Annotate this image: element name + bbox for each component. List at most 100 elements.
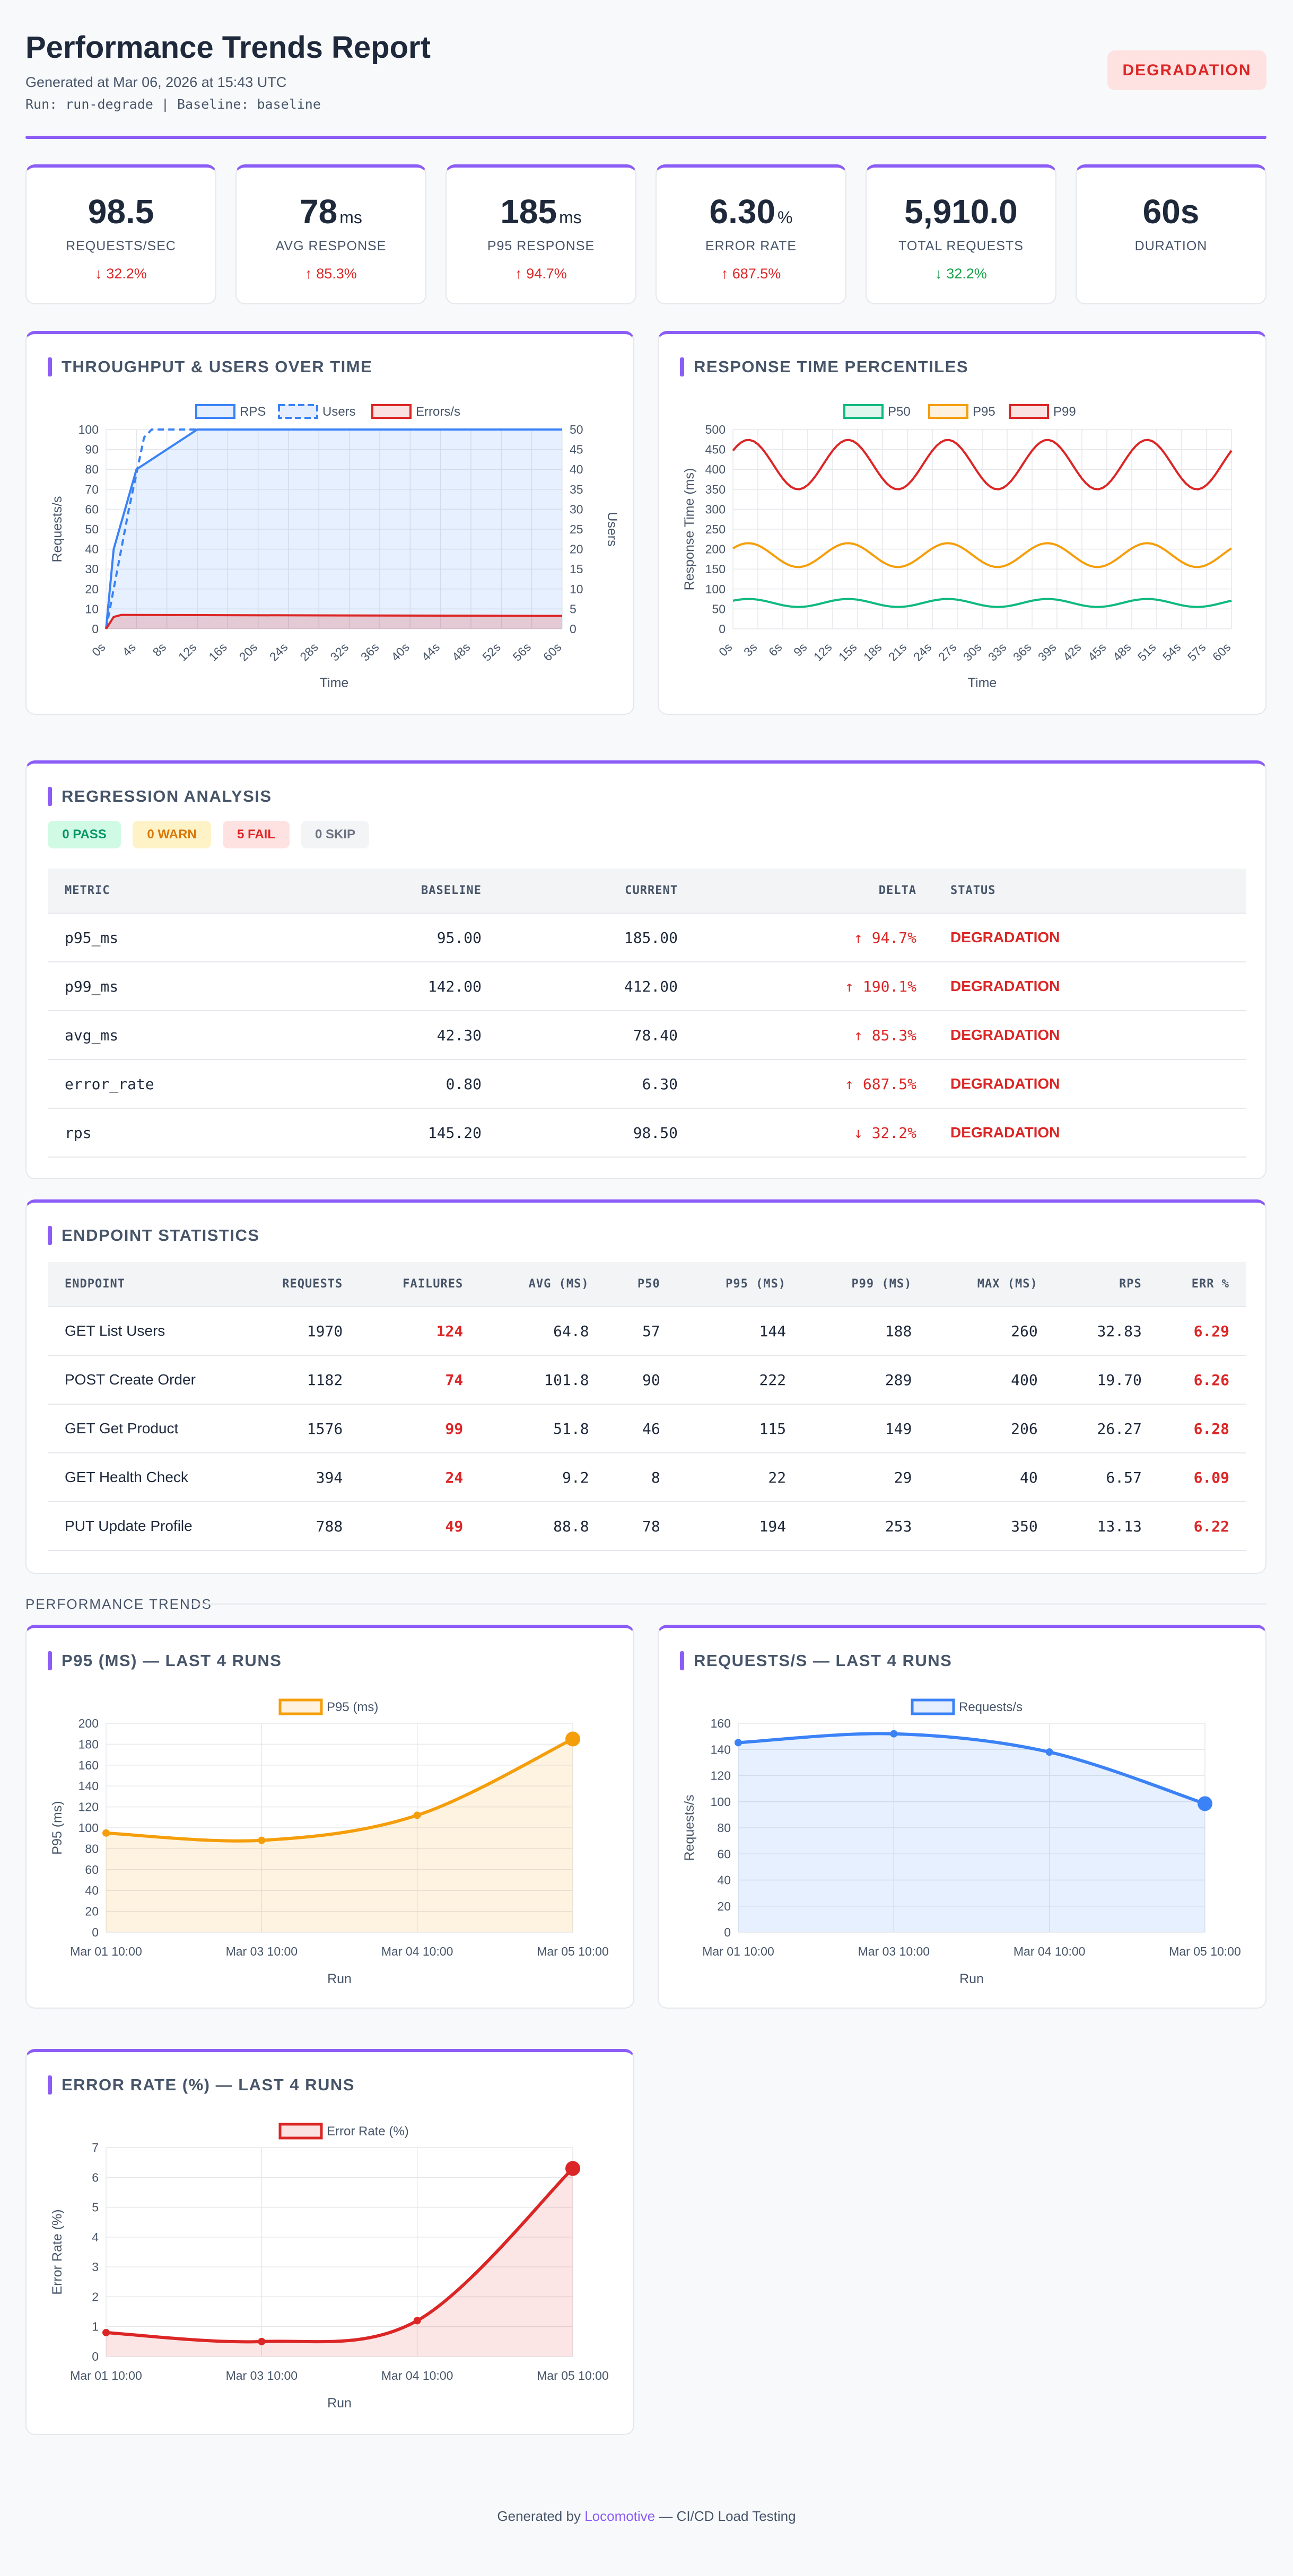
metric-cell: rps (48, 1108, 345, 1158)
table-row: error_rate 0.80 6.30 ↑ 687.5% DEGRADATION (48, 1059, 1246, 1109)
x-tick-label: 0s (89, 640, 108, 659)
endpoint-cell: 6.57 (1054, 1453, 1159, 1502)
errors-area (106, 615, 562, 629)
endpoint-cell: 1576 (256, 1404, 360, 1453)
endpoint-cell: 26.27 (1054, 1404, 1159, 1453)
x-axis-title: Time (968, 676, 997, 690)
x-tick-label: Mar 01 10:00 (70, 1944, 142, 1958)
status-cell: DEGRADATION (933, 913, 1246, 962)
x-tick-label: 39s (1035, 640, 1059, 664)
x-tick-label: Mar 01 10:00 (70, 2369, 142, 2382)
endpoint-cell: 6.26 (1158, 1355, 1246, 1405)
x-tick-label: Mar 03 10:00 (858, 1944, 930, 1958)
y-tick-label: 100 (78, 423, 99, 436)
endpoint-cell: 115 (677, 1404, 803, 1453)
y-tick-label: 30 (85, 562, 99, 576)
stat-value: 98.5 (27, 192, 215, 231)
baseline-cell: 0.80 (345, 1059, 499, 1109)
y-tick-label: 50 (712, 602, 726, 616)
report-header: Performance Trends Report Generated at M… (25, 0, 1266, 138)
x-tick-label: 33s (985, 640, 1009, 664)
endpoint-name: GET List Users (48, 1307, 256, 1356)
footer-brand-link[interactable]: Locomotive (584, 2508, 656, 2524)
endpoint-cell: 206 (929, 1404, 1055, 1453)
status-cell: DEGRADATION (933, 1108, 1246, 1158)
column-header: DELTA (695, 869, 933, 914)
header-divider (25, 136, 1266, 139)
y-tick-label: 0 (719, 622, 726, 636)
endpoint-cell: 124 (360, 1307, 480, 1356)
legend-label: Error Rate (%) (327, 2124, 409, 2139)
table-header-row: METRIC BASELINE CURRENT DELTA STATUS (48, 869, 1246, 914)
x-tick-label: 48s (449, 640, 473, 664)
trends-section-label: PERFORMANCE TRENDS (25, 1596, 212, 1612)
endpoint-cell: 57 (606, 1307, 677, 1356)
status-badge: DEGRADATION (1107, 50, 1266, 90)
x-tick-label: 20s (237, 640, 260, 664)
y-tick-label: 60 (85, 502, 99, 516)
percentile-line (732, 542, 1233, 568)
warn-pill: 0 WARN (133, 821, 211, 848)
y2-tick-label: 5 (570, 602, 576, 616)
current-cell: 412.00 (499, 962, 695, 1011)
stat-number: 6.30 (709, 192, 776, 231)
delta-cell: ↑ 190.1% (695, 962, 933, 1011)
y-tick-label: 500 (705, 423, 726, 436)
x-tick-label: 57s (1185, 640, 1209, 664)
y-tick-label: 180 (78, 1737, 99, 1751)
y2-tick-label: 0 (570, 622, 576, 636)
trend-point (565, 2161, 580, 2176)
x-tick-label: 24s (267, 640, 291, 664)
y-axis-title: P95 (ms) (50, 1801, 65, 1854)
section-title: RESPONSE TIME PERCENTILES (680, 357, 968, 376)
y-axis-title: Requests/s (682, 1794, 697, 1861)
endpoint-cell: 29 (803, 1453, 929, 1502)
stat-label: DURATION (1134, 239, 1208, 253)
throughput-chart: 0 0 10 5 20 10 30 15 40 20 50 25 60 30 70 35 80 40 90 45 100… (50, 404, 619, 690)
y-tick-label: 3 (92, 2260, 99, 2274)
y-tick-label: 40 (85, 542, 99, 556)
stat-card: 185 ms P95 RESPONSE ↑ 94.7% (445, 164, 636, 304)
metric-cell: p95_ms (48, 913, 345, 962)
y-tick-label: 20 (85, 1905, 99, 1918)
y-tick-label: 0 (724, 1925, 731, 1939)
endpoint-cell: 24 (360, 1453, 480, 1502)
trend-point (1198, 1796, 1212, 1811)
y-tick-label: 140 (711, 1742, 731, 1756)
x-tick-label: 28s (297, 640, 321, 664)
delta-cell: ↑ 94.7% (695, 913, 933, 962)
trend-area (106, 2168, 573, 2356)
column-header: ENDPOINT (48, 1262, 256, 1307)
endpoint-cell: 49 (360, 1502, 480, 1551)
section-title: REQUESTS/S — LAST 4 RUNS (680, 1651, 952, 1670)
column-header: METRIC (48, 869, 345, 914)
endpoint-name: GET Health Check (48, 1453, 256, 1502)
x-tick-label: 54s (1160, 640, 1184, 664)
legend-swatch (843, 404, 884, 419)
x-tick-label: 60s (1210, 640, 1234, 664)
stat-number: 185 (500, 192, 557, 231)
endpoint-cell: 78 (606, 1502, 677, 1551)
table-row: GET List Users 1970 124 64.8 57 144 188 260 32.8… (48, 1307, 1246, 1356)
endpoint-cell: 9.2 (480, 1453, 606, 1502)
x-tick-label: Mar 04 10:00 (1014, 1944, 1086, 1958)
y-tick-label: 60 (717, 1847, 731, 1861)
endpoint-cell: 90 (606, 1355, 677, 1405)
column-header: ERR % (1158, 1262, 1246, 1307)
x-tick-label: Mar 05 10:00 (1169, 1944, 1241, 1958)
percentiles-chart: 0 50 100 150 200 250 300 350 400 450 500 0s 3s 6s 9s 12… (682, 404, 1234, 690)
endpoint-cell: 101.8 (480, 1355, 606, 1405)
y2-tick-label: 25 (570, 522, 583, 536)
throughput-card: THROUGHPUT & USERS OVER TIME 0 0 10 5 20 10 30… (25, 331, 634, 715)
y-tick-label: 350 (705, 483, 726, 496)
x-tick-label: 8s (150, 640, 169, 659)
x-tick-label: Mar 01 10:00 (702, 1944, 774, 1958)
x-tick-label: Mar 05 10:00 (537, 1944, 609, 1958)
column-header: MAX (MS) (929, 1262, 1055, 1307)
legend-label: RPS (240, 405, 266, 419)
metric-cell: p99_ms (48, 962, 345, 1011)
endpoint-name: POST Create Order (48, 1355, 256, 1405)
status-cell: DEGRADATION (933, 962, 1246, 1011)
x-tick-label: 44s (419, 640, 443, 664)
endpoint-cell: 6.29 (1158, 1307, 1246, 1356)
